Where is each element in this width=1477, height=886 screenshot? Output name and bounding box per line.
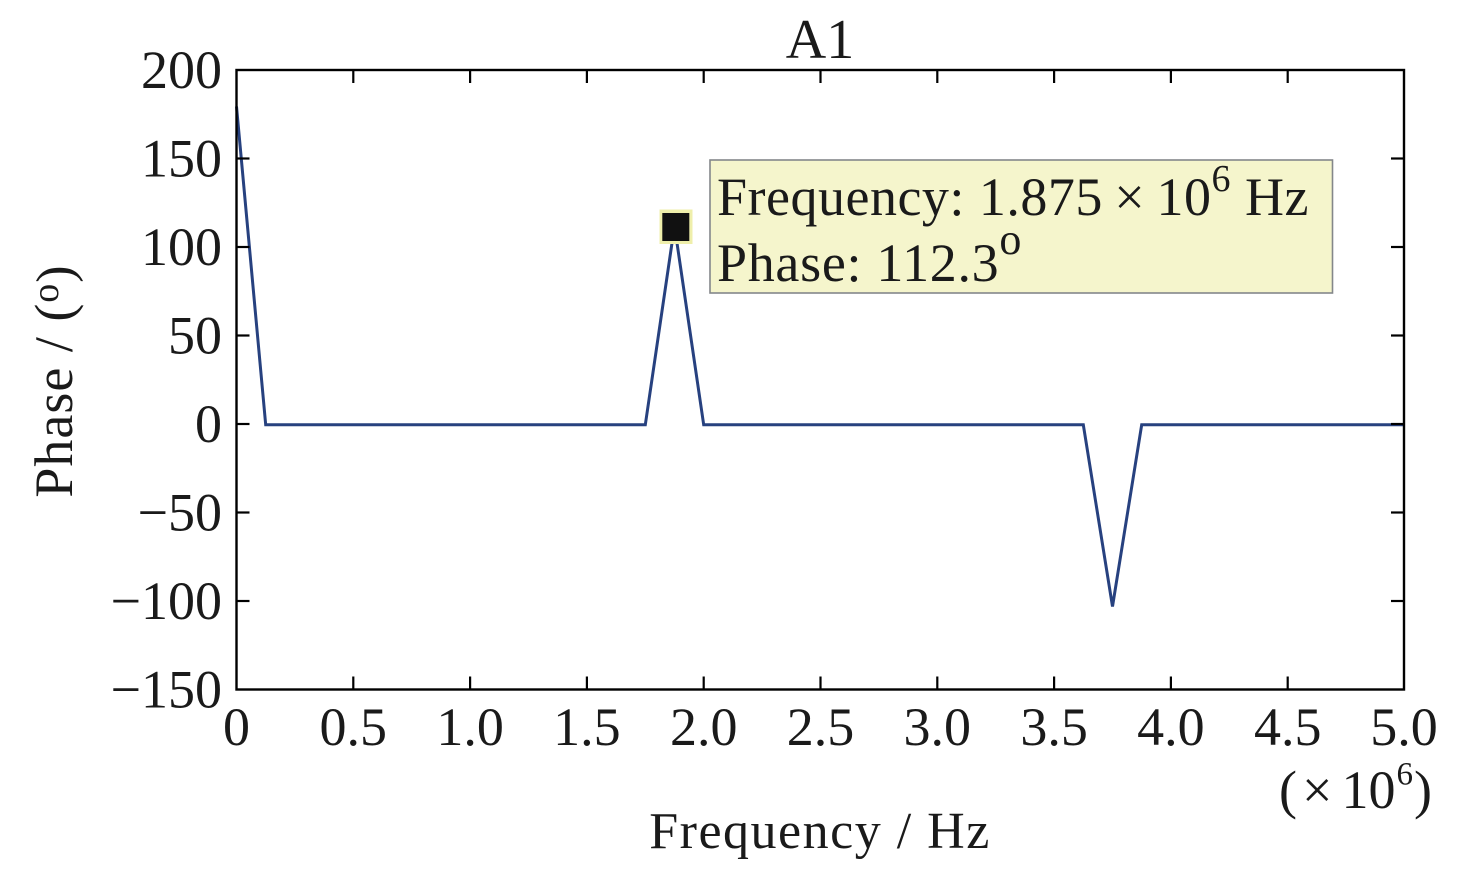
svg-text:Frequency: 1.875 × 106 Hz: Frequency: 1.875 × 106 Hz bbox=[717, 158, 1309, 227]
svg-text:−150: −150 bbox=[111, 660, 222, 720]
svg-text:−50: −50 bbox=[138, 483, 222, 543]
svg-text:3.5: 3.5 bbox=[1020, 697, 1088, 757]
svg-text:1.0: 1.0 bbox=[436, 697, 504, 757]
svg-text:Frequency / Hz: Frequency / Hz bbox=[649, 803, 991, 860]
svg-text:0: 0 bbox=[223, 697, 250, 757]
svg-text:150: 150 bbox=[141, 129, 222, 189]
svg-text:100: 100 bbox=[141, 217, 222, 277]
svg-text:1.5: 1.5 bbox=[553, 697, 621, 757]
svg-text:0.5: 0.5 bbox=[320, 697, 388, 757]
svg-text:4.5: 4.5 bbox=[1254, 697, 1322, 757]
svg-text:50: 50 bbox=[168, 306, 222, 366]
svg-text:200: 200 bbox=[141, 40, 222, 100]
svg-text:Phase / (o): Phase / (o) bbox=[24, 264, 84, 497]
svg-text:4.0: 4.0 bbox=[1137, 697, 1205, 757]
svg-text:−100: −100 bbox=[111, 571, 222, 631]
svg-text:0: 0 bbox=[195, 394, 222, 454]
svg-text:A1: A1 bbox=[786, 9, 854, 71]
svg-text:2.5: 2.5 bbox=[787, 697, 855, 757]
svg-text:2.0: 2.0 bbox=[670, 697, 738, 757]
svg-text:5.0: 5.0 bbox=[1370, 697, 1438, 757]
svg-text:3.0: 3.0 bbox=[904, 697, 972, 757]
